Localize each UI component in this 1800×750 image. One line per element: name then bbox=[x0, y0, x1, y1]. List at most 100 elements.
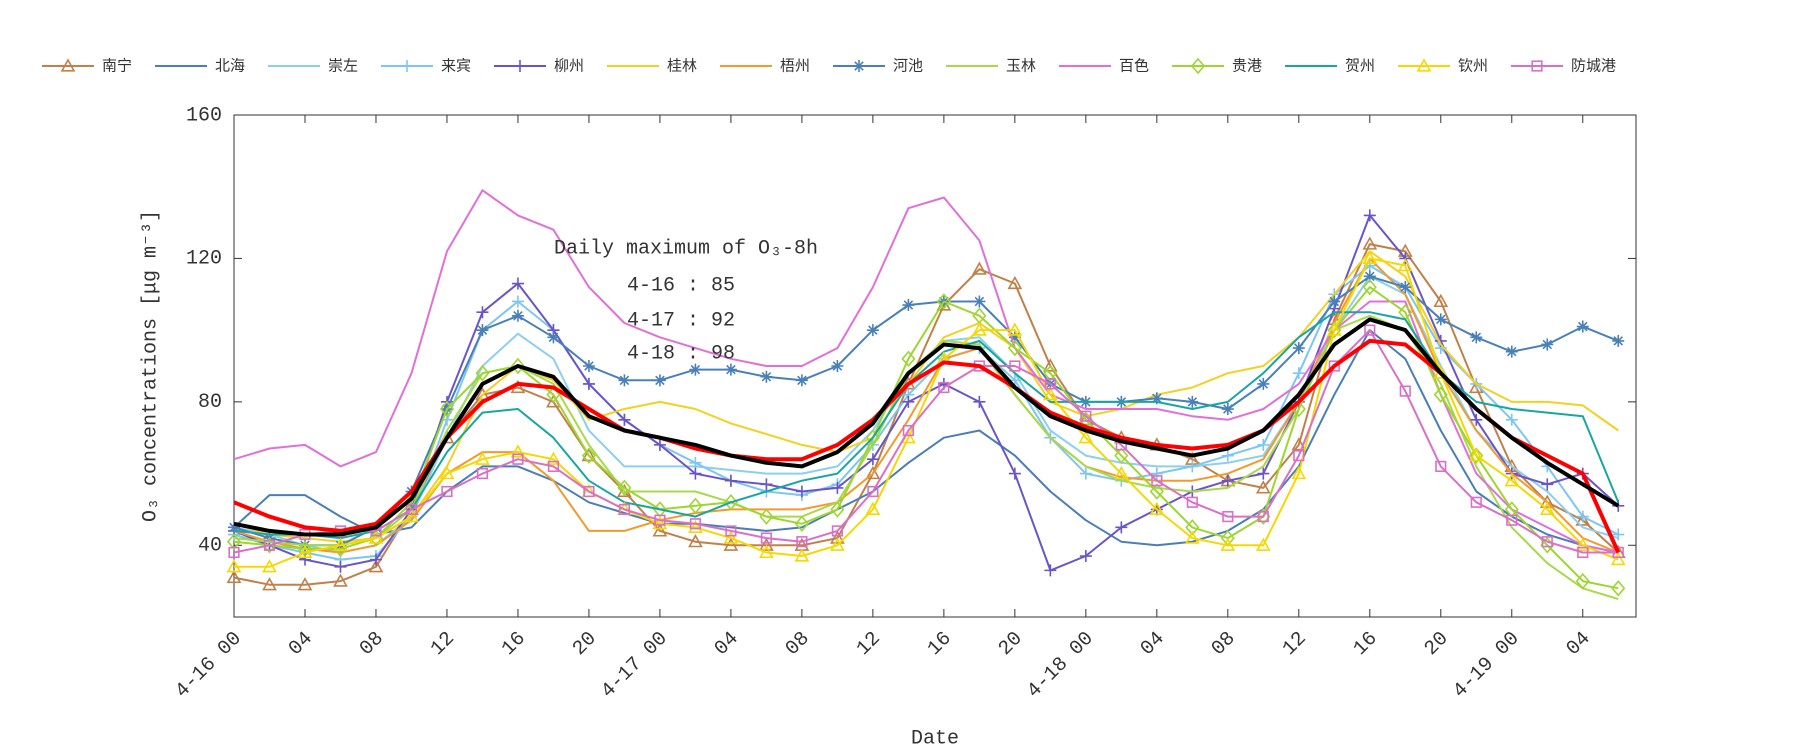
data-point bbox=[511, 295, 524, 308]
data-point bbox=[1470, 496, 1482, 508]
x-tick-label: 4-17 00 bbox=[597, 627, 673, 703]
data-point bbox=[938, 381, 950, 394]
data-point bbox=[973, 295, 986, 308]
data-point bbox=[725, 525, 737, 537]
data-point bbox=[617, 479, 632, 497]
data-point bbox=[1363, 209, 1376, 222]
data-point bbox=[831, 360, 844, 372]
x-tick-label: 20 bbox=[568, 627, 601, 660]
data-point bbox=[936, 293, 951, 310]
data-point bbox=[1221, 449, 1234, 462]
data-point bbox=[333, 573, 348, 587]
data-point bbox=[1504, 501, 1519, 518]
data-point bbox=[475, 451, 490, 465]
data-point bbox=[1257, 510, 1269, 523]
data-point bbox=[510, 444, 526, 458]
data-point bbox=[441, 485, 453, 498]
data-point bbox=[1505, 345, 1518, 358]
data-point bbox=[1150, 467, 1163, 480]
data-point bbox=[439, 400, 455, 418]
data-point bbox=[368, 530, 384, 544]
data-point bbox=[618, 374, 631, 387]
legend-label: 百色 bbox=[1119, 57, 1149, 75]
data-point bbox=[1362, 250, 1378, 265]
data-point bbox=[760, 532, 773, 544]
x-tick-label: 16 bbox=[497, 627, 530, 660]
data-point bbox=[226, 569, 242, 584]
data-point bbox=[866, 453, 879, 466]
data-point bbox=[1186, 496, 1198, 508]
data-point bbox=[1577, 546, 1589, 559]
data-point bbox=[1363, 270, 1376, 283]
data-point bbox=[228, 546, 240, 559]
y-tick-label: 120 bbox=[186, 248, 222, 271]
data-point bbox=[1327, 321, 1342, 339]
annotation: 4-16 : 85 bbox=[627, 274, 735, 297]
legend-marker bbox=[401, 60, 413, 72]
legend-marker bbox=[514, 60, 526, 72]
legend-label: 梧州 bbox=[780, 57, 810, 75]
data-point bbox=[1221, 474, 1234, 487]
data-point bbox=[902, 395, 915, 408]
data-point bbox=[1042, 358, 1058, 372]
data-point bbox=[1291, 465, 1307, 480]
data-point bbox=[226, 533, 242, 550]
data-point bbox=[1433, 293, 1449, 308]
legend-label: 贵港 bbox=[1232, 57, 1262, 75]
data-point bbox=[334, 560, 347, 573]
data-point bbox=[1612, 334, 1625, 347]
data-point bbox=[901, 350, 916, 368]
y-tick-label: 40 bbox=[198, 535, 222, 558]
data-point bbox=[972, 322, 987, 336]
data-point bbox=[1575, 512, 1591, 526]
series-line bbox=[233, 311, 1620, 540]
x-tick-label: 08 bbox=[781, 627, 814, 660]
x-tick-label: 12 bbox=[1278, 627, 1311, 660]
series-line bbox=[233, 275, 1619, 547]
data-point bbox=[1434, 313, 1447, 326]
legend-label: 来宾 bbox=[441, 57, 471, 75]
data-point bbox=[1576, 320, 1589, 333]
data-point bbox=[1044, 564, 1057, 577]
data-point bbox=[865, 501, 881, 516]
data-point bbox=[1079, 550, 1092, 563]
data-point bbox=[1151, 475, 1163, 487]
data-point bbox=[865, 465, 881, 480]
y-axis-label: O₃ concentrations [μg m⁻³] bbox=[139, 210, 162, 522]
data-point bbox=[546, 451, 561, 465]
data-point bbox=[688, 519, 703, 533]
x-tick-label: 04 bbox=[1562, 627, 1595, 660]
data-point bbox=[796, 536, 808, 548]
data-point bbox=[511, 309, 524, 322]
legend-label: 北海 bbox=[215, 57, 245, 75]
data-point bbox=[652, 523, 668, 537]
legend-marker bbox=[1416, 58, 1432, 72]
data-point bbox=[1150, 392, 1163, 405]
data-point bbox=[1470, 331, 1483, 344]
data-point bbox=[689, 518, 702, 530]
data-point bbox=[476, 467, 489, 480]
x-tick-label: 4-16 00 bbox=[171, 627, 247, 703]
data-point bbox=[1469, 447, 1484, 464]
data-point bbox=[547, 460, 560, 473]
data-point bbox=[1575, 572, 1590, 590]
data-point bbox=[583, 485, 595, 498]
data-point bbox=[1362, 278, 1377, 296]
data-point bbox=[1328, 360, 1340, 372]
data-point bbox=[794, 515, 809, 533]
x-tick-label: 12 bbox=[426, 627, 459, 660]
data-point bbox=[512, 453, 524, 465]
data-point bbox=[759, 537, 774, 551]
legend-label: 柳州 bbox=[554, 57, 584, 75]
data-point bbox=[902, 299, 915, 312]
y-tick-label: 80 bbox=[198, 391, 222, 414]
data-point bbox=[831, 525, 843, 537]
data-point bbox=[333, 537, 348, 551]
legend-marker bbox=[60, 58, 76, 72]
data-point bbox=[263, 539, 276, 551]
legend-marker bbox=[1531, 60, 1543, 72]
data-point bbox=[1293, 450, 1305, 462]
data-point bbox=[830, 537, 845, 551]
data-point bbox=[795, 485, 808, 498]
